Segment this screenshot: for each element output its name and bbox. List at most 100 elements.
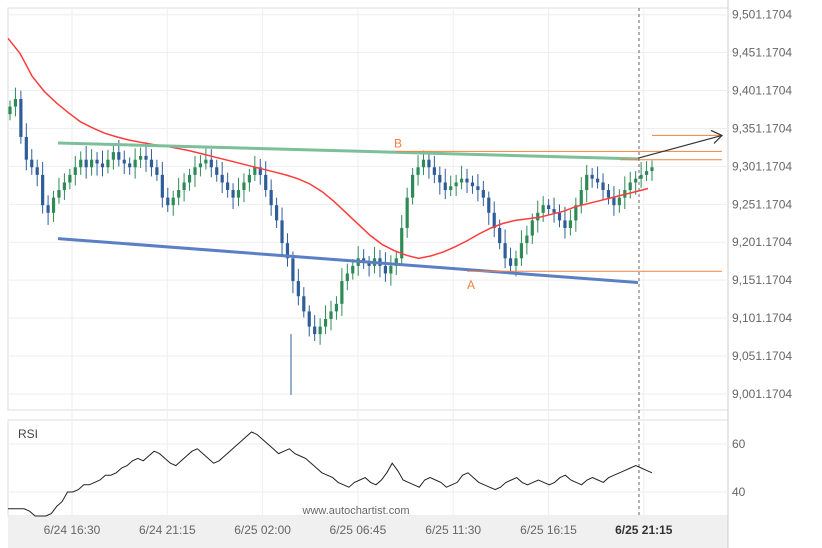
candle-body <box>253 167 257 175</box>
y-tick-label: 9,401.1704 <box>732 84 792 98</box>
candle-body <box>193 167 197 175</box>
candle-body <box>432 167 436 175</box>
candle-body <box>476 186 480 191</box>
candle-body <box>606 190 611 198</box>
candle-body <box>590 174 594 179</box>
candle-body <box>568 220 572 228</box>
candle-body <box>427 159 431 168</box>
candle-body <box>459 178 464 183</box>
candle-body <box>351 265 355 274</box>
candle-body <box>416 167 420 175</box>
candle-body <box>220 174 224 183</box>
candle-body <box>334 303 339 312</box>
candle-body <box>552 209 556 213</box>
candle-body <box>13 99 18 107</box>
candle-body <box>644 171 649 175</box>
x-tick-label: 6/25 02:00 <box>234 523 291 537</box>
rsi-panel <box>7 419 729 517</box>
rsi-title: RSI <box>18 427 38 441</box>
candle-body <box>323 318 328 327</box>
x-tick-label: 6/24 21:15 <box>139 523 196 537</box>
candle-body <box>525 235 529 244</box>
candle-body <box>117 152 121 160</box>
candle-body <box>563 220 567 228</box>
candle-body <box>106 159 110 168</box>
forecast-arrow <box>637 134 723 159</box>
candle-body <box>585 174 589 191</box>
candle-body <box>274 205 279 221</box>
x-axis-band <box>8 516 728 548</box>
candle-body <box>90 159 94 168</box>
candle-body <box>313 326 317 335</box>
candle-body <box>470 182 475 187</box>
x-tick-label: 6/25 21:15 <box>615 523 673 537</box>
candle-body <box>547 205 551 209</box>
candle-body <box>307 311 311 327</box>
candle-body <box>166 197 170 206</box>
candle-body <box>46 205 50 213</box>
candle-body <box>454 182 458 187</box>
rsi-tick-label: 60 <box>732 437 746 451</box>
support-line <box>57 237 639 285</box>
y-tick-label: 9,301.1704 <box>732 159 792 173</box>
candle-body <box>329 311 333 319</box>
candle-body <box>280 220 284 244</box>
candle-body <box>122 159 126 164</box>
candle-body <box>264 174 268 191</box>
candle-body <box>215 167 219 175</box>
candle-body <box>285 243 290 259</box>
candle-body <box>449 186 453 191</box>
candle-body <box>519 243 524 259</box>
candle-body <box>557 212 562 221</box>
candle-body <box>400 227 404 259</box>
candle-body <box>291 258 295 282</box>
moving-average-line <box>7 37 649 260</box>
candle-body <box>296 281 300 297</box>
candle-body <box>57 190 61 198</box>
candle-body <box>612 197 616 206</box>
candle-body <box>639 174 643 179</box>
y-tick-label: 9,451.1704 <box>732 46 792 60</box>
candle-body <box>133 159 137 168</box>
candle-body <box>508 258 513 266</box>
rsi-tick-label: 40 <box>732 485 746 499</box>
candle-body <box>383 265 388 274</box>
candle-body <box>198 163 203 168</box>
candle-body <box>465 178 469 183</box>
candle-body <box>73 167 77 175</box>
x-tick-label: 6/25 06:45 <box>330 523 387 537</box>
resistance-line <box>57 141 639 161</box>
candle-body <box>100 163 105 168</box>
candle-body <box>530 220 534 236</box>
forecast-arrowhead <box>710 129 724 144</box>
candle-body <box>443 182 447 191</box>
candle-body <box>318 326 322 335</box>
candle-body <box>226 182 230 191</box>
candle-body <box>411 174 415 198</box>
candle-body <box>389 265 393 274</box>
y-tick-label: 9,351.1704 <box>732 121 792 135</box>
candle-body <box>345 273 349 282</box>
candle-body <box>595 178 600 183</box>
candle-body <box>514 258 518 266</box>
candle-body <box>258 167 262 175</box>
candle-body <box>79 159 83 168</box>
candle-body <box>438 174 442 183</box>
candle-body <box>182 182 186 191</box>
y-tick-label: 9,051.1704 <box>732 349 792 363</box>
candle-body <box>503 243 507 259</box>
candle-body <box>149 159 154 168</box>
candle-body <box>421 159 426 168</box>
y-tick-label: 9,501.1704 <box>732 8 792 22</box>
candle-body <box>628 182 632 191</box>
candle-body <box>160 174 164 198</box>
candle-body <box>302 296 306 312</box>
candle-body <box>579 190 583 206</box>
candle-body <box>155 167 159 175</box>
candle-body <box>492 212 496 228</box>
candle-body <box>177 190 181 198</box>
rsi-line <box>8 431 653 517</box>
candle-body <box>128 163 132 168</box>
